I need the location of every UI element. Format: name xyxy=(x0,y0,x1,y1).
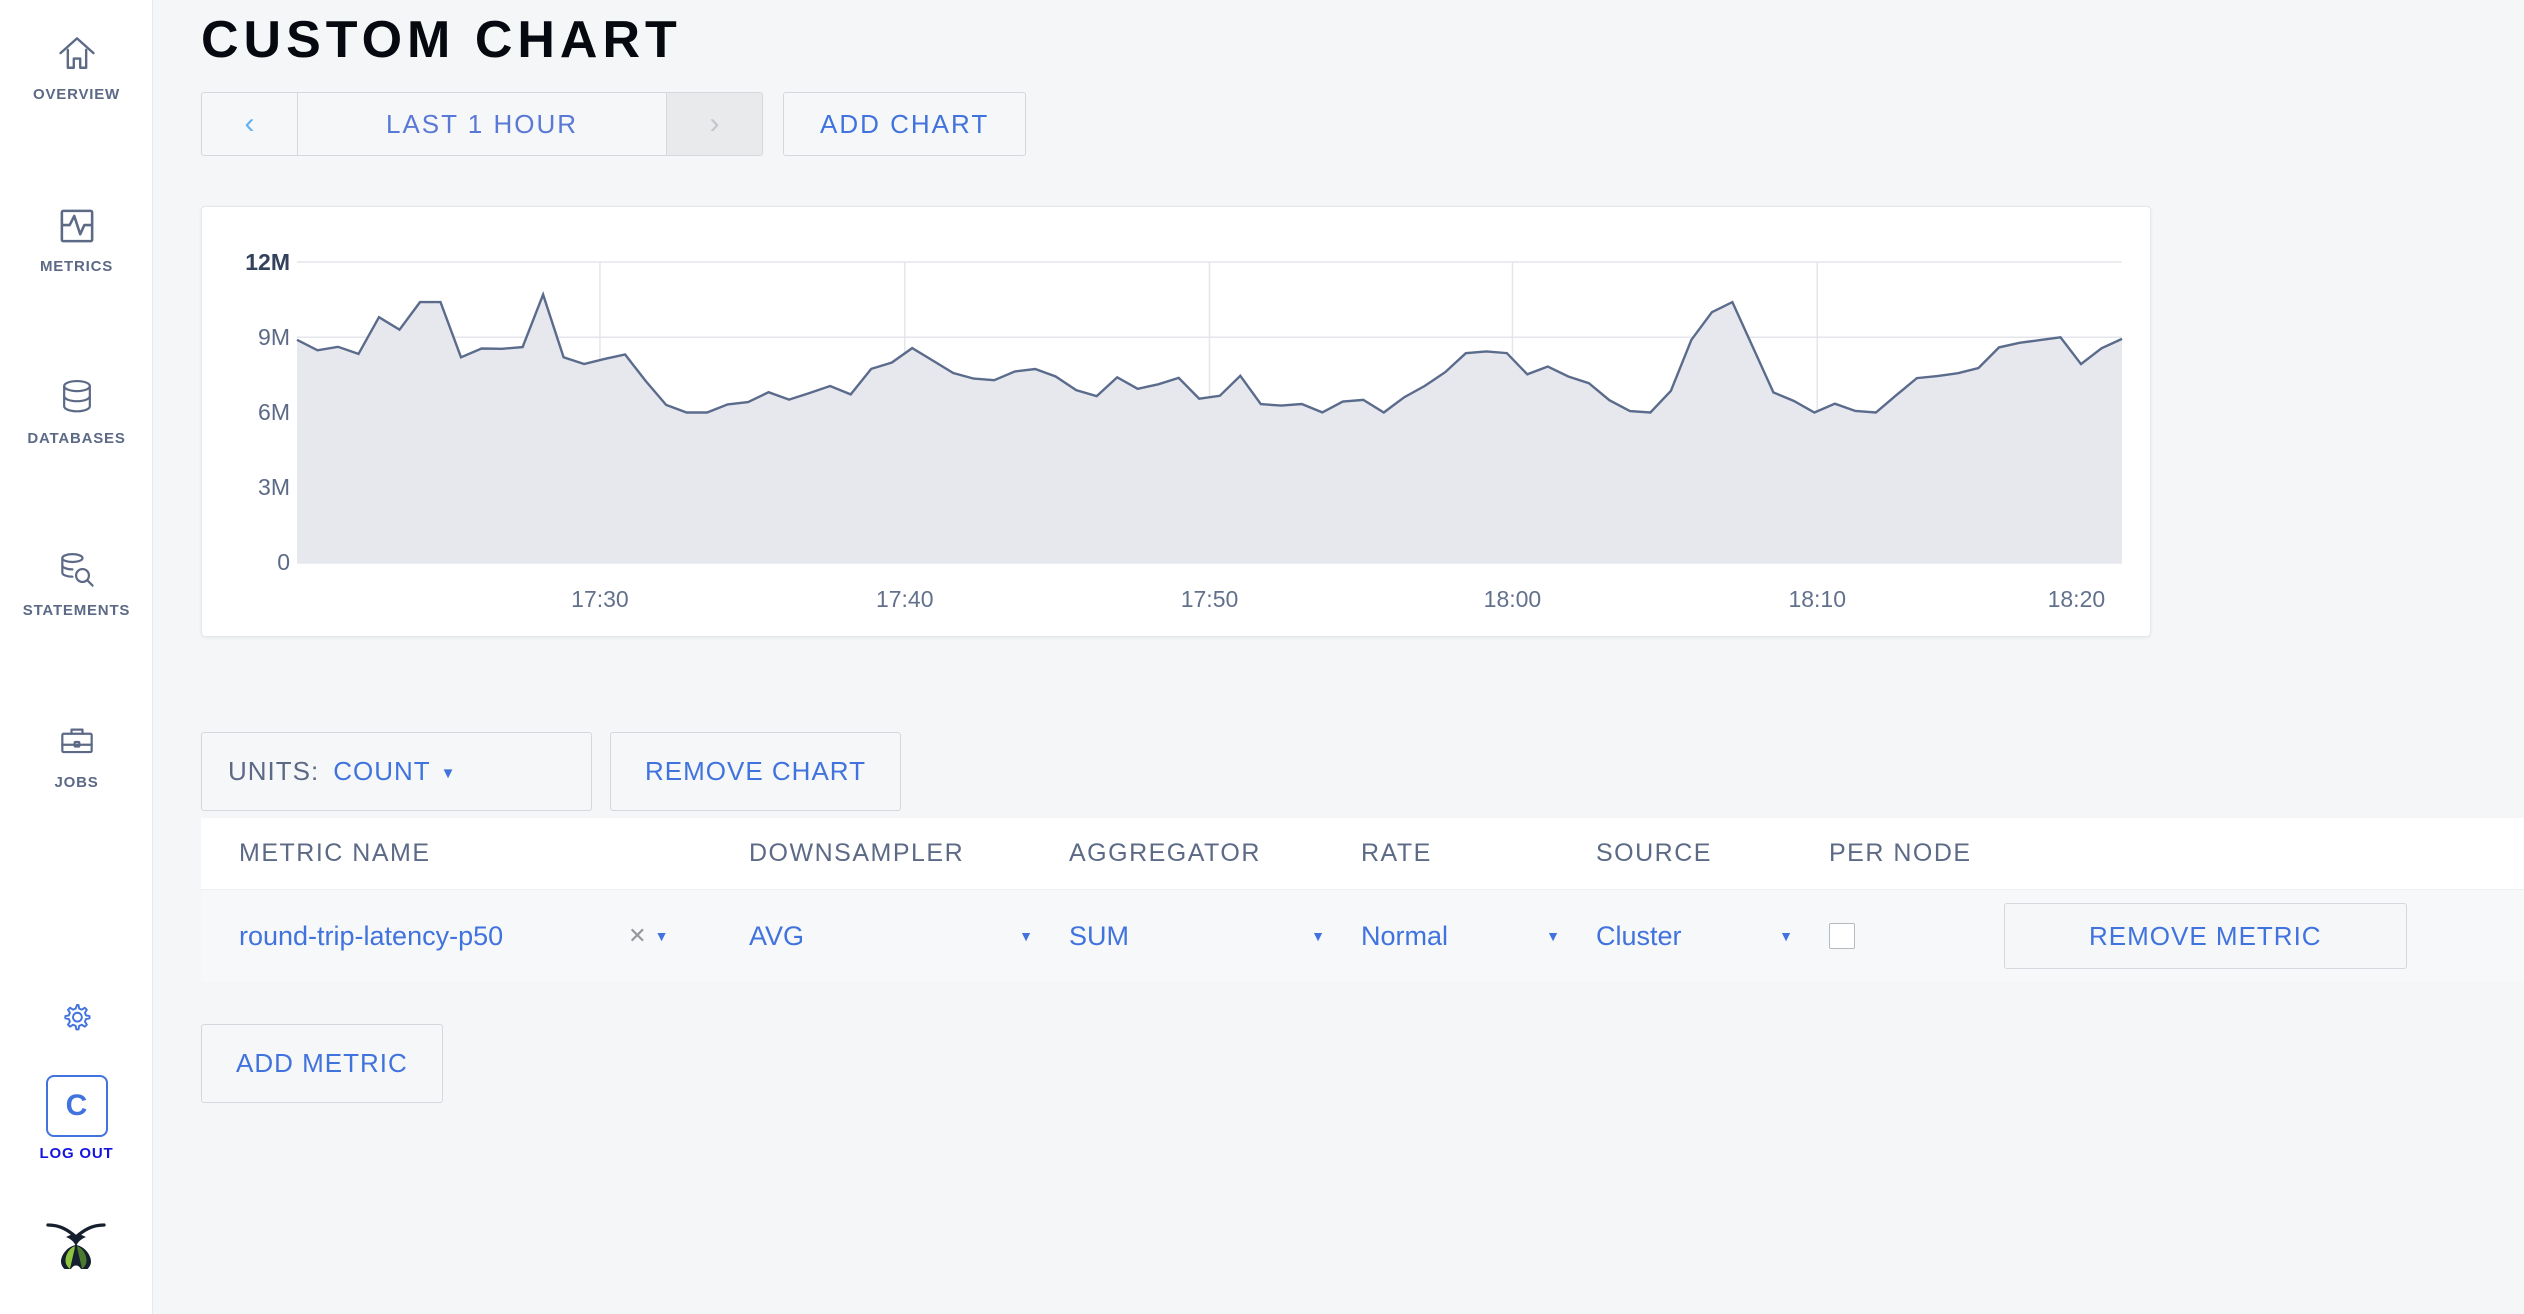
svg-text:17:30: 17:30 xyxy=(571,586,629,612)
svg-text:18:00: 18:00 xyxy=(1484,586,1542,612)
svg-text:18:20: 18:20 xyxy=(2048,586,2106,612)
svg-text:18:10: 18:10 xyxy=(1788,586,1846,612)
svg-text:0: 0 xyxy=(277,549,290,575)
svg-text:12M: 12M xyxy=(245,249,290,275)
svg-text:9M: 9M xyxy=(258,324,290,350)
svg-text:6M: 6M xyxy=(258,399,290,425)
svg-text:3M: 3M xyxy=(258,474,290,500)
svg-text:17:40: 17:40 xyxy=(876,586,934,612)
svg-text:17:50: 17:50 xyxy=(1181,586,1239,612)
